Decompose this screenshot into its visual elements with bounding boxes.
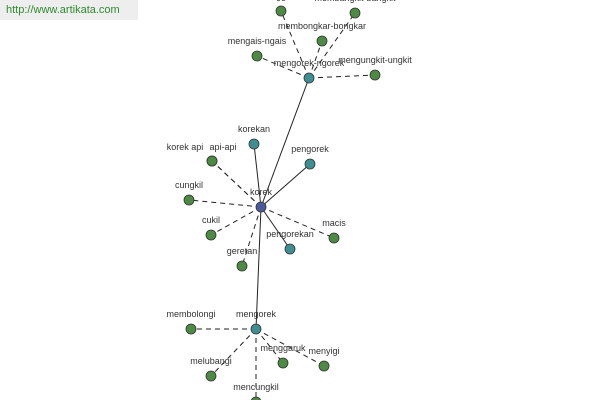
- node: pengorek: [291, 144, 329, 170]
- node-dot: [250, 323, 262, 335]
- edge: [255, 328, 284, 364]
- node-label: mencungkil: [233, 382, 279, 392]
- node-label: cungkil: [175, 180, 203, 190]
- node: geretan: [227, 246, 258, 272]
- node-label: mengungkit-ungkit: [338, 55, 412, 65]
- node-dot: [206, 155, 218, 167]
- node-dot: [205, 229, 217, 241]
- edge: [308, 12, 356, 79]
- node-label: geretan: [227, 246, 258, 256]
- node-dot: [284, 243, 296, 255]
- node-label: membolongi: [166, 309, 215, 319]
- edge: [210, 206, 262, 236]
- edge: [188, 199, 262, 208]
- node: mencungkil: [233, 382, 279, 400]
- edge: [210, 328, 257, 377]
- node: korekan: [238, 124, 270, 150]
- edge: [241, 206, 262, 267]
- edge: [255, 206, 262, 330]
- node: cungkil: [175, 180, 203, 206]
- node-dot: [248, 138, 260, 150]
- node: pengorekan: [266, 229, 314, 255]
- edge: [260, 163, 311, 208]
- node: membongkar-bongkar: [278, 21, 366, 47]
- node-label: menyigi: [308, 346, 339, 356]
- node-label: korek api: [167, 142, 204, 152]
- node-label: mengorek-ngorek: [274, 58, 345, 68]
- edge: [211, 160, 262, 208]
- node-dot: [304, 158, 316, 170]
- node-dot: [316, 35, 328, 47]
- node-dot: [255, 201, 267, 213]
- node: menggaruk: [258, 0, 304, 17]
- node-label: membongkar-bongkar: [278, 21, 366, 31]
- node-label: api-api: [209, 142, 236, 152]
- node-label: cukil: [202, 215, 220, 225]
- node-label: mengorek: [236, 309, 277, 319]
- node-dot: [275, 5, 287, 17]
- node-dot: [277, 357, 289, 369]
- node: macis: [322, 218, 346, 244]
- edge: [255, 328, 325, 367]
- node-dot: [349, 7, 361, 19]
- edge: [260, 77, 310, 208]
- node-dot: [236, 260, 248, 272]
- node-dot: [185, 323, 197, 335]
- node: mengorek-ngorek: [274, 58, 345, 84]
- node-label: melubangi: [190, 356, 232, 366]
- node: mengais-ngais: [228, 36, 287, 62]
- node-label: menggaruk: [260, 343, 306, 353]
- edge: [260, 206, 291, 250]
- node-dot: [183, 194, 195, 206]
- node: korek: [250, 187, 273, 213]
- node-label: pengorekan: [266, 229, 314, 239]
- node-dot: [303, 72, 315, 84]
- node-dot: [328, 232, 340, 244]
- node: menyigi: [308, 346, 340, 372]
- edge: [253, 143, 262, 208]
- node: mengorek: [236, 309, 277, 335]
- node: cukil: [202, 215, 220, 241]
- node-dot: [250, 396, 262, 400]
- node: menggaruk: [260, 343, 306, 369]
- node: membangkit-bangkit: [314, 0, 396, 19]
- node-label: macis: [322, 218, 346, 228]
- node-label: korekan: [238, 124, 270, 134]
- node: melubangi: [190, 356, 232, 382]
- node-label: menggaruk: [258, 0, 304, 1]
- node: membolongi: [166, 309, 216, 335]
- edge: [256, 55, 310, 79]
- node-dot: [251, 50, 263, 62]
- node: api-api: [206, 142, 237, 167]
- edge: [280, 10, 310, 79]
- edges: [188, 10, 376, 400]
- node-label: pengorek: [291, 144, 329, 154]
- edge: [260, 206, 335, 239]
- edge: [308, 74, 376, 79]
- site-url[interactable]: http://www.artikata.com: [0, 0, 138, 20]
- node-dot: [318, 360, 330, 372]
- node: mengungkit-ungkit: [338, 55, 412, 81]
- node-label: membangkit-bangkit: [314, 0, 396, 3]
- node-dot: [205, 370, 217, 382]
- edge: [308, 40, 323, 79]
- node-label: mengais-ngais: [228, 36, 287, 46]
- node-label: korek: [250, 187, 273, 197]
- nodes: korek korekan pengorek pengorekan mengorek me…: [166, 0, 412, 400]
- node-dot: [369, 69, 381, 81]
